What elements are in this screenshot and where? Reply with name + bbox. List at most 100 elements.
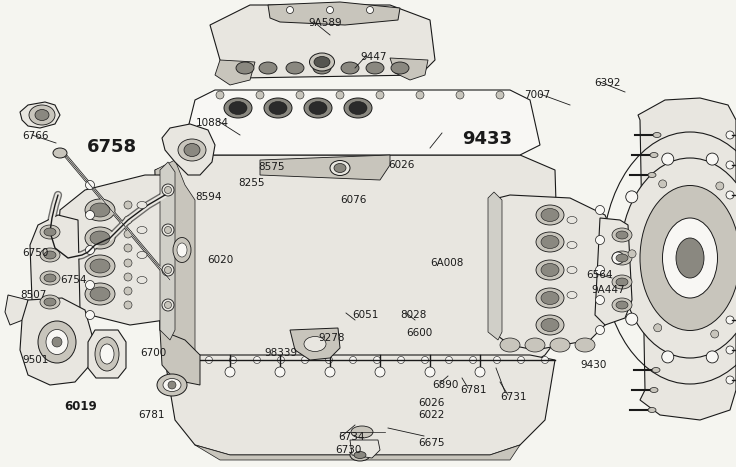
Ellipse shape (616, 254, 628, 262)
Ellipse shape (676, 238, 704, 278)
Circle shape (325, 367, 335, 377)
Polygon shape (195, 445, 520, 460)
Text: 9A589: 9A589 (308, 18, 342, 28)
Text: 8575: 8575 (258, 162, 285, 172)
Circle shape (716, 182, 723, 190)
Circle shape (85, 281, 94, 290)
Circle shape (416, 91, 424, 99)
Ellipse shape (177, 243, 187, 257)
Circle shape (336, 91, 344, 99)
Ellipse shape (366, 62, 384, 74)
Ellipse shape (224, 98, 252, 118)
Circle shape (124, 301, 132, 309)
Circle shape (165, 302, 171, 309)
Polygon shape (30, 215, 80, 318)
Ellipse shape (137, 276, 147, 283)
Ellipse shape (612, 275, 632, 289)
Text: 6730: 6730 (335, 445, 361, 455)
Text: 9430: 9430 (580, 360, 606, 370)
Ellipse shape (314, 57, 330, 68)
Ellipse shape (90, 259, 110, 273)
Ellipse shape (304, 337, 326, 352)
Text: 8028: 8028 (400, 310, 426, 320)
Circle shape (612, 252, 624, 264)
Circle shape (85, 211, 94, 219)
Text: 9278: 9278 (318, 333, 344, 343)
Circle shape (124, 287, 132, 295)
Polygon shape (390, 58, 428, 80)
Circle shape (595, 266, 604, 275)
Circle shape (165, 226, 171, 234)
Text: 6051: 6051 (352, 310, 378, 320)
Text: 6700: 6700 (140, 348, 166, 358)
Ellipse shape (550, 338, 570, 352)
Circle shape (275, 367, 285, 377)
Ellipse shape (264, 98, 292, 118)
Polygon shape (88, 330, 126, 378)
Text: 6675: 6675 (418, 438, 445, 448)
Ellipse shape (567, 241, 577, 248)
Ellipse shape (616, 301, 628, 309)
Circle shape (168, 381, 176, 389)
Circle shape (542, 356, 548, 363)
Ellipse shape (567, 267, 577, 274)
Circle shape (726, 131, 734, 139)
Circle shape (376, 91, 384, 99)
Ellipse shape (85, 199, 115, 221)
Circle shape (205, 356, 213, 363)
Text: 8594: 8594 (195, 192, 222, 202)
Circle shape (162, 184, 174, 196)
Polygon shape (5, 295, 28, 325)
Text: 6020: 6020 (207, 255, 233, 265)
Ellipse shape (612, 228, 632, 242)
Ellipse shape (313, 62, 331, 74)
Circle shape (375, 367, 385, 377)
Circle shape (628, 250, 636, 258)
Ellipse shape (85, 255, 115, 277)
Text: 8507: 8507 (20, 290, 46, 300)
Polygon shape (155, 160, 195, 365)
Polygon shape (20, 102, 60, 128)
Circle shape (296, 91, 304, 99)
Text: 6600: 6600 (406, 328, 432, 338)
Ellipse shape (350, 449, 370, 461)
Circle shape (726, 376, 734, 384)
Text: 6781: 6781 (138, 410, 165, 420)
Circle shape (286, 7, 294, 14)
Circle shape (425, 367, 435, 377)
Circle shape (162, 299, 174, 311)
Ellipse shape (525, 338, 545, 352)
Ellipse shape (616, 231, 628, 239)
Ellipse shape (354, 452, 366, 459)
Ellipse shape (616, 278, 628, 286)
Circle shape (327, 7, 333, 14)
Ellipse shape (137, 201, 147, 208)
Ellipse shape (229, 101, 247, 114)
Text: 6766: 6766 (22, 131, 49, 141)
Circle shape (445, 356, 453, 363)
Ellipse shape (351, 426, 373, 438)
Ellipse shape (567, 217, 577, 224)
Text: 9501: 9501 (22, 355, 49, 365)
Text: 8255: 8255 (238, 178, 264, 188)
Ellipse shape (620, 158, 736, 358)
Polygon shape (210, 5, 435, 78)
Circle shape (367, 7, 373, 14)
Polygon shape (260, 155, 390, 180)
Ellipse shape (536, 260, 564, 280)
Ellipse shape (53, 148, 67, 158)
Ellipse shape (137, 252, 147, 259)
Polygon shape (638, 98, 736, 420)
Ellipse shape (29, 105, 55, 125)
Ellipse shape (100, 344, 114, 364)
Text: 98339: 98339 (264, 348, 297, 358)
Circle shape (494, 356, 500, 363)
Circle shape (373, 356, 381, 363)
Ellipse shape (44, 228, 56, 236)
Polygon shape (55, 175, 170, 325)
Ellipse shape (40, 271, 60, 285)
Ellipse shape (309, 101, 327, 114)
Circle shape (662, 153, 673, 165)
Circle shape (124, 273, 132, 281)
Circle shape (85, 311, 94, 319)
